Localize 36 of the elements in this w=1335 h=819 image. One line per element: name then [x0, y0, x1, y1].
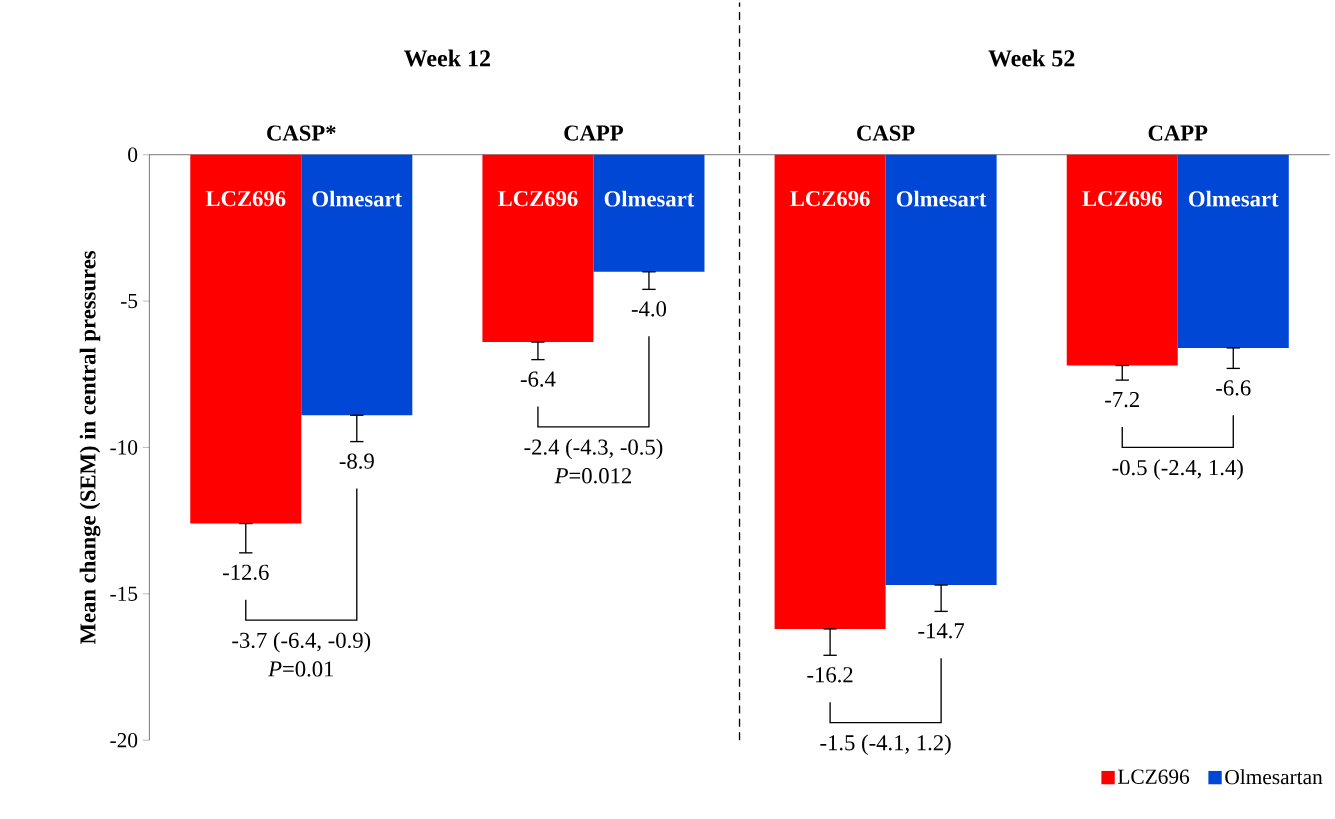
- x-tick-label: CASP*: [267, 125, 336, 141]
- y-tick-label: -15: [110, 586, 138, 602]
- text: Week 12: [404, 49, 491, 67]
- y-tick-label: -5: [121, 294, 138, 309]
- annotation: Olmesart: [312, 190, 403, 207]
- annotation: P=0.01: [268, 661, 334, 677]
- annotation: -0.5 (-2.4, 1.4): [1112, 459, 1243, 480]
- annotation: P=0.012: [554, 468, 632, 484]
- data-label: -6.4: [520, 371, 556, 387]
- y-tick-label: 0: [128, 147, 138, 162]
- legend-label: Olmesartan: [1225, 769, 1323, 785]
- annotation: -3.7 (-6.4, -0.9): [232, 632, 371, 653]
- y-axis-title: Mean change (SEM) in central pressures: [79, 251, 101, 645]
- annotation: LCZ696: [1082, 191, 1162, 207]
- data-label: -16.2: [807, 667, 853, 683]
- annotation: LCZ696: [790, 191, 870, 207]
- annotation: Olmesart: [604, 190, 695, 207]
- data-label: -6.6: [1216, 380, 1251, 396]
- annotation: Olmesart: [896, 190, 987, 207]
- legend-label: LCZ696: [1118, 769, 1190, 784]
- x-tick-label: CAPP: [564, 125, 624, 141]
- annotation: -1.5 (-4.1, 1.2): [820, 734, 951, 756]
- x-tick-label: CASP: [857, 125, 915, 141]
- data-label: -8.9: [339, 453, 374, 469]
- annotation: LCZ696: [498, 191, 578, 207]
- data-label: -12.6: [223, 564, 269, 581]
- y-tick-label: -10: [110, 440, 138, 455]
- annotation: -2.4 (-4.3, -0.5): [524, 438, 663, 460]
- annotation: LCZ696: [205, 191, 286, 207]
- data-label: -14.7: [918, 623, 965, 639]
- data-label: -7.2: [1105, 392, 1139, 408]
- y-tick-label: -20: [110, 733, 138, 748]
- data-label: -4.0: [631, 301, 667, 317]
- text: Week 52: [988, 49, 1075, 67]
- x-tick-label: CAPP: [1148, 125, 1208, 141]
- annotation: Olmesart: [1189, 190, 1279, 207]
